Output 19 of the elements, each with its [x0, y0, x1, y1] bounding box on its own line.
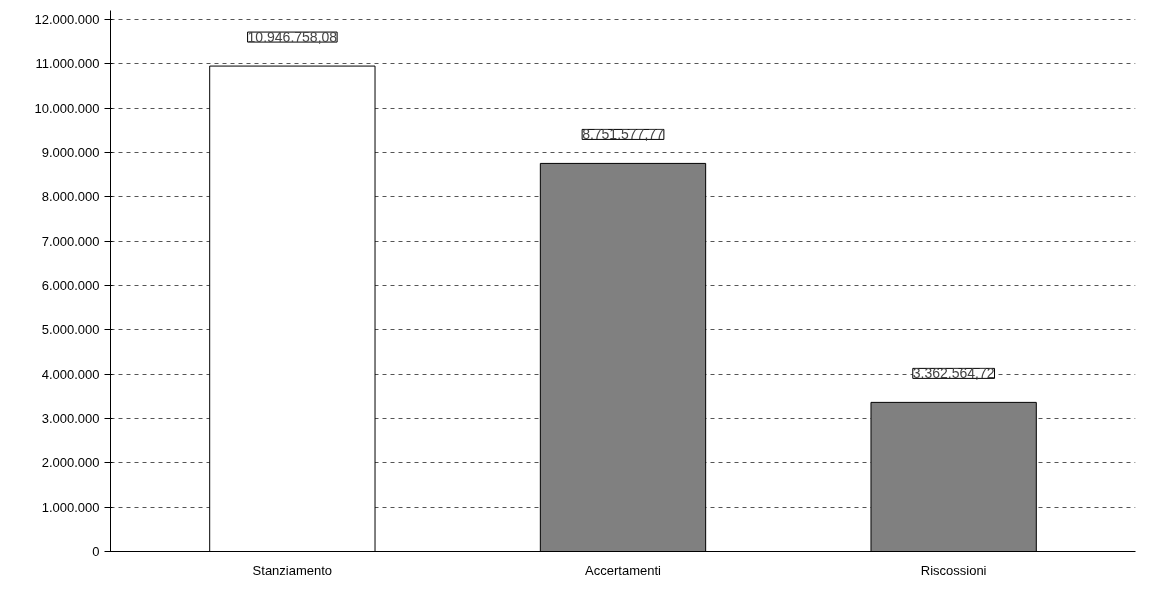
x-tick-label: Stanziamento: [252, 562, 333, 578]
y-tick-label: 6.000.000: [41, 277, 100, 293]
y-tick-label: 0: [92, 544, 100, 559]
y-tick-label: 11.000.000: [35, 56, 100, 72]
y-tick-label: 5.000.000: [41, 322, 100, 338]
y-tick-label: 12.000.000: [34, 11, 100, 27]
data-label: 3.362.564,72: [912, 365, 995, 382]
y-tick-label: 9.000.000: [41, 144, 100, 160]
data-label: 10.946.758,08: [247, 29, 338, 46]
y-tick-label: 8.000.000: [41, 189, 100, 205]
x-tick-label: Accertamenti: [585, 562, 662, 578]
y-tick-label: 3.000.000: [41, 410, 100, 426]
y-tick-label: 4.000.000: [41, 366, 100, 382]
y-tick-label: 10.000.000: [34, 100, 100, 116]
y-tick-label: 1.000.000: [41, 499, 100, 515]
y-tick-label: 7.000.000: [41, 233, 100, 249]
x-tick-label: Riscossioni: [920, 562, 987, 578]
data-label: 8.751.577,77: [582, 126, 665, 143]
y-tick-label: 2.000.000: [41, 455, 100, 471]
